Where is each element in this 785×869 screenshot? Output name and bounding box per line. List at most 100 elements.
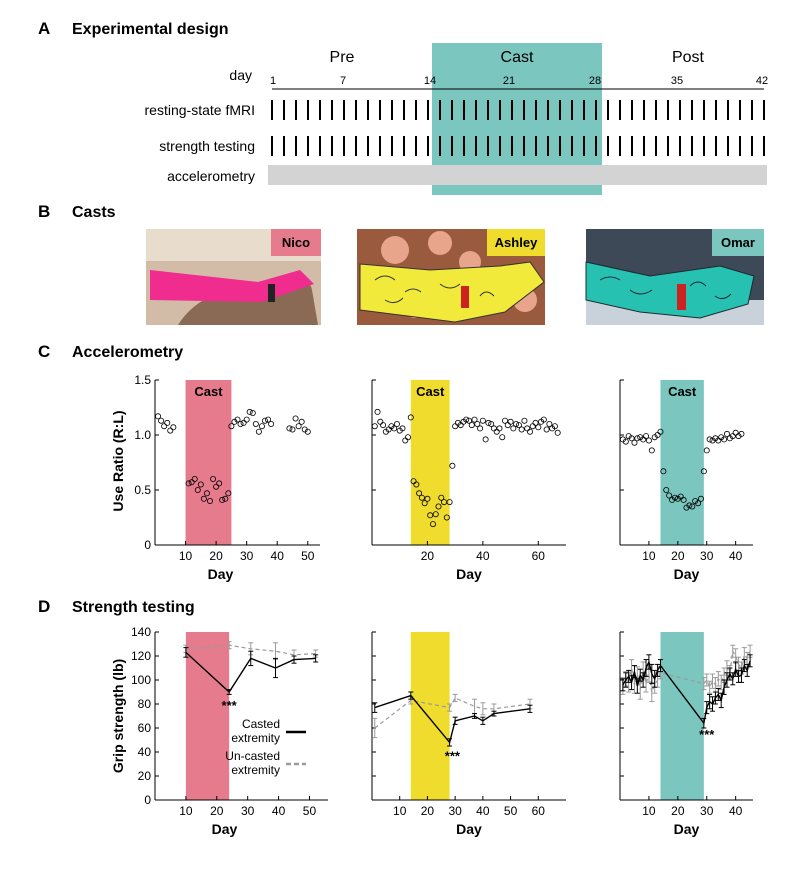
panel-a-letter: A [38,19,50,38]
x-tick-label: 30 [700,804,714,818]
x-tick-label: 30 [241,804,255,818]
x-tick-label: 60 [532,549,546,563]
data-point [203,490,210,497]
strength-ylabel: Grip strength (lb) [110,659,126,773]
data-point [622,438,629,445]
data-point [391,425,398,432]
data-point [413,481,420,488]
data-point [298,418,305,425]
data-point [449,462,456,469]
data-point [452,423,459,430]
data-point [292,415,299,422]
data-point [435,503,442,510]
data-point [648,447,655,454]
data-point [546,420,553,427]
data-point [371,423,378,430]
data-point [265,416,272,423]
x-tick-label: 40 [476,549,490,563]
fmri-session-ticks [271,100,765,120]
photo-ashley: Ashley [357,229,545,325]
cast-period-shading [660,632,704,800]
data-point [432,511,439,518]
strength-session-ticks [271,136,765,156]
photo-pattern [428,231,452,255]
uncasted-series-line [374,697,531,729]
legend-uncasted-line1: Un-casted [225,749,280,763]
accel-plot-omar: Cast 10 20 30 40 Day [619,379,753,582]
data-point [551,423,558,430]
data-point [529,423,536,430]
data-point [477,425,484,432]
data-point [170,424,177,431]
y-tick-label: 120 [131,649,151,663]
data-point [197,481,204,488]
data-point [206,497,213,504]
day-tick: 21 [503,75,515,87]
x-tick-label: 60 [532,804,546,818]
data-point [540,416,547,423]
data-point [377,418,384,425]
photo-nico: Nico [146,229,321,325]
data-point [479,417,486,424]
panel-c-letter: C [38,342,50,361]
data-point [158,417,165,424]
data-point [188,479,195,486]
y-tick-label: 1.0 [134,428,151,442]
data-point [493,428,500,435]
cast-period-shading [185,632,230,800]
data-point [482,436,489,443]
phase-pre: Pre [330,49,355,66]
data-point [515,422,522,429]
data-point [463,416,470,423]
data-point [185,480,192,487]
data-point [488,420,495,427]
data-point [465,417,472,424]
cast-label: Cast [416,384,445,399]
cast-label: Cast [194,384,223,399]
data-point [393,420,400,427]
data-point [155,413,162,420]
data-point [405,434,412,441]
x-tick-label: 40 [476,804,490,818]
strength-plots: 0 20 40 60 80 100 120 140 10 20 30 40 50 Day *** 10 20 30… [131,625,753,837]
data-point [680,496,687,503]
y-tick-label: 60 [138,721,152,735]
data-point [446,499,453,506]
day-tick: 14 [424,75,436,87]
legend-casted-line2: extremity [231,731,280,745]
data-point [225,490,232,497]
data-point [510,425,517,432]
data-point [521,417,528,424]
panel-a-title: Experimental design [72,21,229,38]
data-point [485,419,492,426]
day-label: day [229,67,252,83]
x-axis-title: Day [212,821,238,837]
data-point [660,468,667,475]
data-point [438,494,445,501]
x-axis-title: Day [674,821,700,837]
data-point [723,430,730,437]
data-point [628,435,635,442]
data-point [407,414,414,421]
data-point [261,417,268,424]
cast-strap [268,284,275,302]
data-point [421,500,428,507]
day-tick: 35 [671,75,683,87]
data-point [416,490,423,497]
data-point [474,420,481,427]
data-point [249,409,256,416]
x-tick-label: 10 [642,804,656,818]
accel-ylabel: Use Ratio (R:L) [110,410,126,511]
panel-b: B Casts Nico Ashley [38,202,764,325]
data-point [526,428,533,435]
x-tick-label: 20 [421,549,435,563]
data-point [246,408,253,415]
y-tick-label: 0 [144,793,151,807]
accelerometry-plots: Cast 0 0.5 1.0 1.5 10 20 30 40 50 Day Cast 20 40 60 Day… [134,373,753,582]
data-point [689,503,696,510]
data-point [554,429,561,436]
day-tick: 28 [589,75,601,87]
data-point [380,422,387,429]
data-point [164,419,171,426]
panel-d: D Strength testing Grip strength (lb) 0 2… [38,597,753,837]
